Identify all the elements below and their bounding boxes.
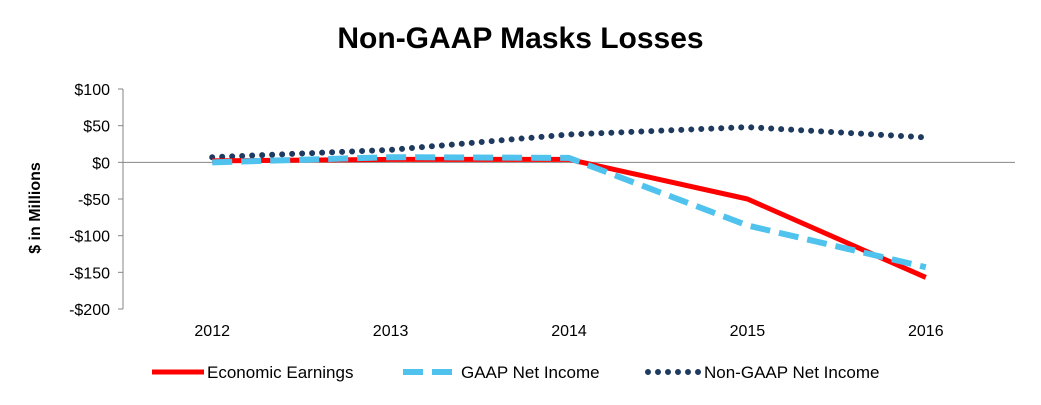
legend-label: GAAP Net Income: [461, 363, 600, 382]
y-tick-label: $0: [92, 155, 110, 172]
x-tick-label: 2015: [730, 323, 766, 340]
x-tick-label: 2016: [908, 323, 944, 340]
y-tick-label: -$200: [69, 302, 110, 319]
legend-label: Economic Earnings: [207, 363, 353, 382]
y-tick-label: -$100: [69, 229, 110, 246]
legend: Economic Earnings GAAP Net Income Non-GAAP…: [152, 363, 879, 382]
y-tick-label: $100: [74, 82, 110, 99]
series-line-non-gaap-net-income: [209, 124, 929, 161]
y-tick-label: $50: [83, 119, 110, 136]
series-line-economic-earnings: [212, 156, 927, 280]
x-tick-label: 2013: [373, 323, 409, 340]
y-tick-label: -$150: [69, 265, 110, 282]
x-tick-label: 2014: [551, 323, 587, 340]
y-axis-label: $ in Millions: [27, 162, 44, 254]
series-lines: [209, 124, 929, 280]
series-line-gaap-net-income: [212, 154, 927, 271]
y-tick-label: -$50: [78, 192, 110, 209]
x-axis-ticks: 2012 2013 2014 2015 2016: [194, 323, 943, 340]
legend-label: Non-GAAP Net Income: [704, 363, 879, 382]
chart-title: Non-GAAP Masks Losses: [337, 22, 704, 55]
y-axis-ticks: $100 $50 $0 -$50 -$100 -$150 -$200: [69, 82, 123, 319]
x-tick-label: 2012: [194, 323, 230, 340]
